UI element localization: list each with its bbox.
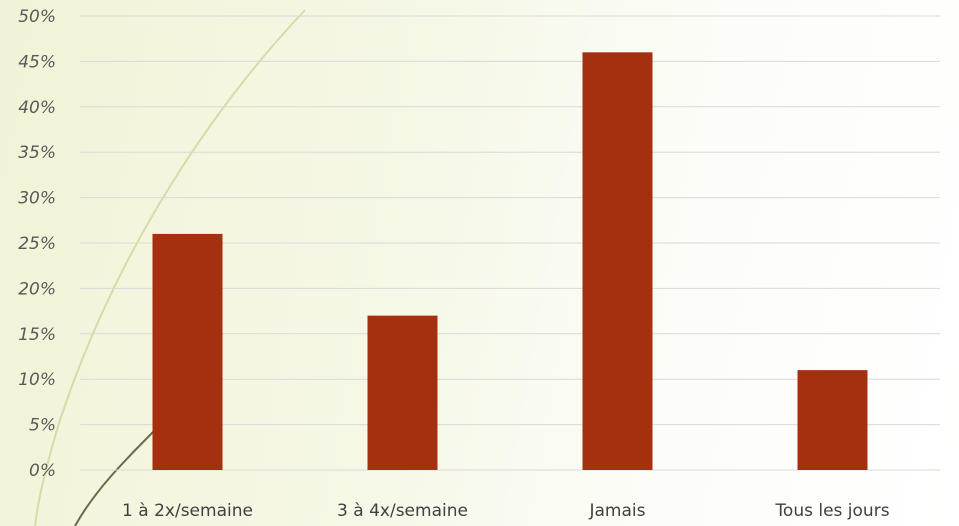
y-tick-label: 45%: [18, 52, 56, 72]
x-category-label: Jamais: [589, 501, 646, 521]
bar: [582, 52, 653, 470]
y-tick-label: 40%: [18, 98, 56, 118]
x-category-label: 3 à 4x/semaine: [337, 501, 468, 521]
y-tick-label: 5%: [29, 416, 56, 436]
y-tick-label: 50%: [18, 7, 56, 27]
bar: [797, 370, 868, 470]
bar: [152, 233, 223, 470]
x-category-label: Tous les jours: [774, 501, 889, 521]
y-tick-label: 10%: [18, 370, 56, 390]
decorative-curve-dark: [74, 424, 161, 526]
y-tick-label: 20%: [18, 279, 56, 299]
y-tick-label: 35%: [18, 143, 56, 163]
y-tick-label: 25%: [18, 234, 56, 254]
y-tick-label: 15%: [18, 325, 56, 345]
decorative-curve-light: [34, 9, 306, 526]
y-tick-label: 0%: [29, 461, 56, 481]
grid-lines: [80, 15, 940, 471]
x-category-label: 1 à 2x/semaine: [122, 501, 253, 521]
y-tick-label: 30%: [18, 189, 56, 209]
bars: [152, 52, 868, 470]
x-axis-category-labels: 1 à 2x/semaine 3 à 4x/semaine Jamais Tous l…: [122, 501, 890, 521]
y-axis-tick-labels: 0% 5% 10% 15% 20% 25% 30% 35% 40% 45% 50%: [18, 7, 56, 481]
bar: [367, 315, 438, 470]
